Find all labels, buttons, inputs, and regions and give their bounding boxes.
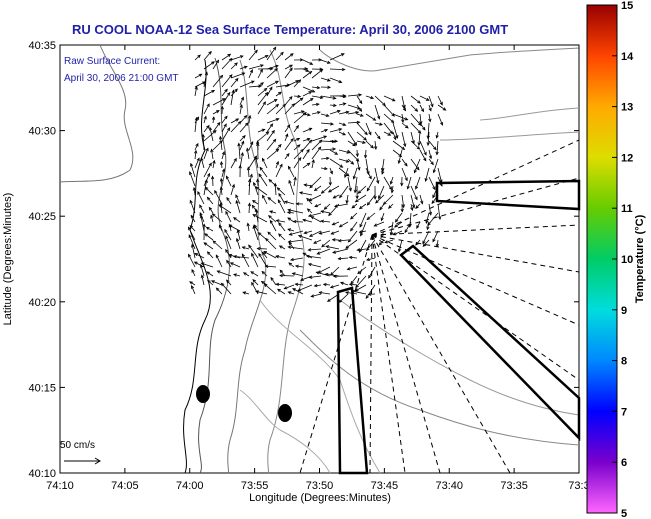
x-tick-label: 73:35 [500,480,528,492]
x-tick-label: 74:05 [111,480,139,492]
y-tick-label: 40:30 [28,126,56,138]
colorbar-tick-label: 6 [621,457,627,469]
colorbar-tick-label: 9 [621,305,627,317]
scale-arrow [64,457,101,465]
x-tick-label: 73:50 [306,480,334,492]
y-tick-label: 40:35 [28,40,56,52]
colorbar-tick-label: 5 [621,508,627,519]
colorbar-tick-label: 10 [621,254,633,266]
colorbar-tick-label: 7 [621,406,627,418]
x-axis-label: Longitude (Degrees:Minutes) [249,492,391,504]
map-title: RU COOL NOAA-12 Sea Surface Temperature:… [72,22,508,37]
station-marker [278,404,292,422]
x-tick-label: 74:00 [176,480,204,492]
colorbar-tick-label: 14 [621,51,634,63]
annotation-line-1: Raw Surface Current: [64,56,160,67]
y-axis-ticks: 40:10 40:15 40:20 40:25 40:30 40:35 [28,40,579,480]
y-tick-label: 40:20 [28,297,56,309]
colorbar-tick-label: 13 [621,102,633,114]
x-tick-label: 73:45 [371,480,399,492]
surface-current-vectors [188,46,447,304]
station-marker [196,385,210,403]
colorbar-tick-label: 12 [621,152,633,164]
y-tick-label: 40:15 [28,382,56,394]
annotation-line-2: April 30, 2006 21:00 GMT [64,73,179,84]
colorbar-tick-label: 11 [621,203,633,215]
plot-area [59,44,580,474]
colorbar-ticks: 5 6 7 8 9 10 11 12 13 14 15 [612,0,634,519]
colorbar-label: Temperature (°C) [634,214,646,303]
x-axis-ticks: 74:10 74:05 74:00 73:55 73:50 73:45 73:40 73:35… [46,45,590,492]
y-tick-label: 40:10 [28,468,56,480]
y-tick-label: 40:25 [28,211,56,223]
colorbar-tick-label: 15 [621,0,633,12]
x-tick-label: 73:3 [568,480,589,492]
survey-boxes [336,179,581,475]
colorbar-tick-label: 8 [621,356,627,368]
y-axis-label: Latitude (Degrees:Minutes) [2,193,14,326]
radar-coverage-lines [299,139,580,474]
x-tick-label: 73:55 [241,480,269,492]
x-tick-label: 73:40 [435,480,463,492]
scale-label: 50 cm/s [60,440,95,451]
x-tick-label: 74:10 [46,480,74,492]
